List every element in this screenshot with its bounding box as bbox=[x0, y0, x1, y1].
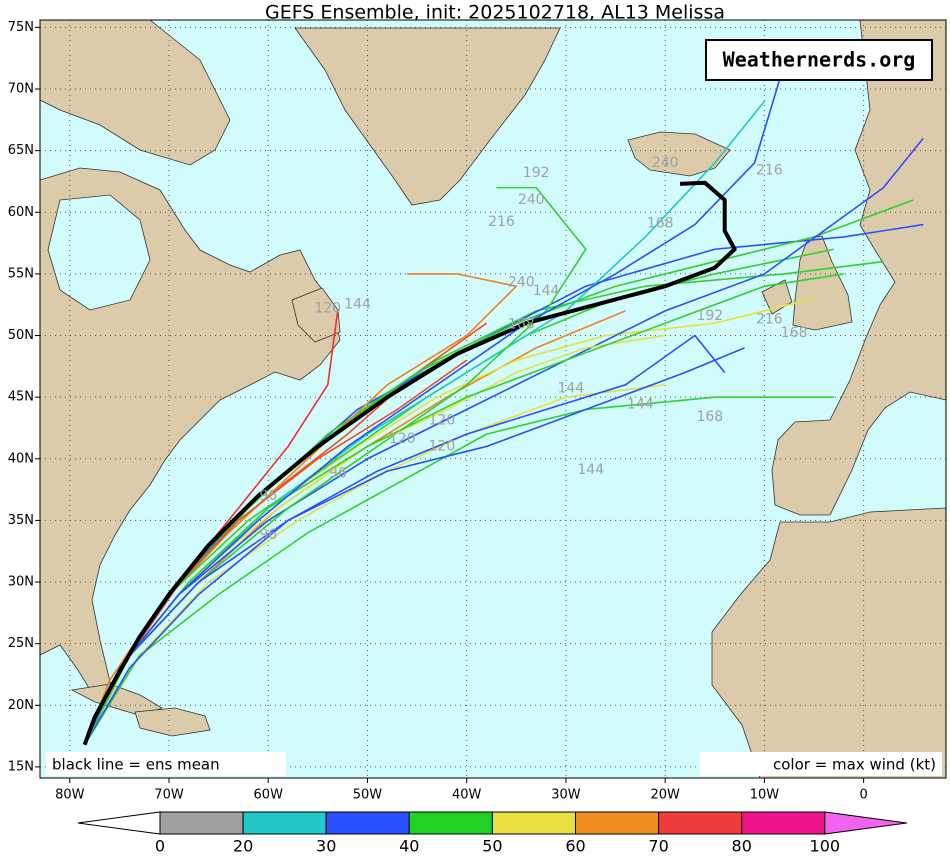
y-tick-label: 70N bbox=[8, 82, 34, 97]
hispaniola bbox=[134, 707, 211, 737]
y-tick-label: 20N bbox=[8, 698, 34, 713]
hour-label: 216 bbox=[756, 312, 783, 328]
hour-label: 168 bbox=[781, 325, 808, 341]
x-tick-label: 20W bbox=[650, 788, 680, 803]
colorbar-swatch bbox=[658, 811, 743, 835]
ensemble-track bbox=[83, 334, 726, 746]
hour-label: 240 bbox=[518, 192, 545, 208]
colorbar-swatch bbox=[159, 811, 244, 835]
colorbar-label: 100 bbox=[810, 837, 841, 856]
x-tick-label: 50W bbox=[353, 788, 383, 803]
y-tick-label: 50N bbox=[8, 328, 34, 343]
ensemble-track bbox=[83, 396, 834, 746]
hour-label: 168 bbox=[696, 409, 723, 425]
ensemble-track bbox=[83, 384, 666, 746]
watermark-box bbox=[705, 39, 933, 81]
mean-track bbox=[82, 180, 737, 746]
y-tick-label: 65N bbox=[8, 143, 34, 158]
map-frame bbox=[39, 19, 947, 779]
colorbar-swatch bbox=[491, 811, 576, 835]
y-tick-label: 40N bbox=[8, 451, 34, 466]
hour-label: 96 bbox=[329, 466, 347, 482]
watermark: Weathernerds.org bbox=[723, 48, 916, 72]
axis-labels: 80W 70W 60W 50W 40W 30W 20W 10W 0 15N 20N 25N 30N 35N… bbox=[8, 20, 868, 803]
colorbar-swatch bbox=[242, 811, 327, 835]
colorbar-label: 20 bbox=[233, 837, 253, 856]
tracks bbox=[82, 64, 924, 746]
land bbox=[40, 20, 946, 778]
x-tick-label: 0 bbox=[859, 788, 867, 803]
cuba bbox=[70, 683, 163, 717]
colorbar: 0 20 30 40 50 60 70 80 100 bbox=[77, 811, 907, 856]
hour-label: 120 bbox=[429, 438, 456, 454]
hudson-bay bbox=[47, 194, 151, 311]
hour-label: 144 bbox=[558, 381, 585, 397]
x-tick-label: 40W bbox=[452, 788, 482, 803]
colorbar-under bbox=[77, 811, 161, 835]
y-tick-label: 30N bbox=[8, 575, 34, 590]
hour-label: 144 bbox=[533, 283, 560, 299]
y-tick-label: 15N bbox=[8, 759, 34, 774]
baffin-land bbox=[40, 20, 231, 166]
colorbar-swatch bbox=[325, 811, 410, 835]
x-tick-label: 80W bbox=[55, 788, 85, 803]
hour-label: 192 bbox=[696, 308, 723, 324]
y-tick-label: 75N bbox=[8, 20, 34, 35]
hour-label: 96 bbox=[259, 527, 277, 543]
color-note-box bbox=[700, 752, 942, 776]
color-note: color = max wind (kt) bbox=[773, 756, 936, 774]
ensemble-track bbox=[83, 347, 745, 746]
hour-label: 144 bbox=[344, 297, 371, 313]
mean-note: black line = ens mean bbox=[52, 756, 220, 774]
hour-label: 168 bbox=[647, 215, 674, 231]
ensemble-track bbox=[83, 64, 786, 746]
x-tick-label: 30W bbox=[551, 788, 581, 803]
y-tick-label: 45N bbox=[8, 390, 34, 405]
colorbar-label: 40 bbox=[399, 837, 419, 856]
colorbar-label: 60 bbox=[565, 837, 585, 856]
mean-note-box bbox=[46, 752, 286, 776]
x-tick-label: 10W bbox=[750, 788, 780, 803]
hour-label: 240 bbox=[652, 155, 679, 171]
x-tick-label: 60W bbox=[254, 788, 284, 803]
hour-label: 240 bbox=[508, 275, 535, 291]
hour-label: 120 bbox=[429, 413, 456, 429]
iceland bbox=[627, 131, 731, 177]
colorbar-label: 30 bbox=[316, 837, 336, 856]
hour-label: 216 bbox=[488, 214, 515, 230]
hour-label: 144 bbox=[627, 397, 654, 413]
y-tick-label: 25N bbox=[8, 636, 34, 651]
y-tick-label: 60N bbox=[8, 205, 34, 220]
colorbar-swatch bbox=[408, 811, 493, 835]
hour-label: 96 bbox=[259, 488, 277, 504]
colorbar-label: 0 bbox=[155, 837, 165, 856]
y-tick-label: 35N bbox=[8, 513, 34, 528]
great-britain bbox=[792, 235, 853, 331]
y-tick-label: 55N bbox=[8, 266, 34, 281]
colorbar-swatch bbox=[741, 811, 826, 835]
hour-label: 192 bbox=[523, 165, 550, 181]
colorbar-label: 50 bbox=[482, 837, 502, 856]
title: GEFS Ensemble, init: 2025102718, AL13 Me… bbox=[265, 2, 725, 24]
hour-label: 144 bbox=[577, 462, 604, 478]
hour-label: 120 bbox=[389, 431, 416, 447]
africa bbox=[711, 507, 946, 778]
colorbar-over bbox=[824, 811, 907, 835]
greenland bbox=[294, 27, 561, 206]
colorbar-label: 70 bbox=[648, 837, 668, 856]
x-tick-label: 70W bbox=[154, 788, 184, 803]
colorbar-swatch bbox=[575, 811, 660, 835]
hour-label: 168 bbox=[508, 316, 535, 332]
hour-label: 216 bbox=[756, 162, 783, 178]
newfoundland bbox=[291, 287, 341, 343]
colorbar-label: 80 bbox=[732, 837, 752, 856]
hour-label: 120 bbox=[314, 300, 341, 316]
